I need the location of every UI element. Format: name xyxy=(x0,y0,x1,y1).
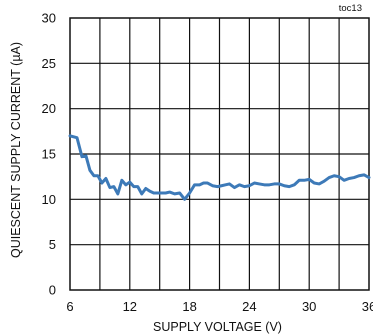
y-tick-label: 25 xyxy=(42,56,56,71)
y-tick-label: 10 xyxy=(42,192,56,207)
y-tick-label: 20 xyxy=(42,101,56,116)
x-axis-label: SUPPLY VOLTAGE (V) xyxy=(153,320,282,334)
x-tick-label: 6 xyxy=(66,299,73,314)
x-tick-label: 30 xyxy=(302,299,316,314)
y-axis-label: QUIESCENT SUPPLY CURRENT (µA) xyxy=(9,42,23,258)
y-tick-labels: 0 5 10 15 20 25 30 xyxy=(42,11,56,298)
x-tick-label: 36 xyxy=(362,299,373,314)
y-tick-label: 5 xyxy=(49,237,56,252)
x-tick-label: 18 xyxy=(182,299,196,314)
plot-frame xyxy=(69,17,370,291)
series-line xyxy=(68,134,371,201)
chart-annotation: toc13 xyxy=(339,3,362,14)
y-tick-label: 30 xyxy=(42,11,56,26)
y-tick-label: 15 xyxy=(42,147,56,162)
grid xyxy=(70,18,369,290)
x-tick-label: 12 xyxy=(123,299,137,314)
y-tick-label: 0 xyxy=(49,283,56,298)
x-tick-label: 24 xyxy=(242,299,256,314)
series-layer xyxy=(68,134,371,201)
x-tick-labels: 6 12 18 24 30 36 xyxy=(66,299,373,314)
